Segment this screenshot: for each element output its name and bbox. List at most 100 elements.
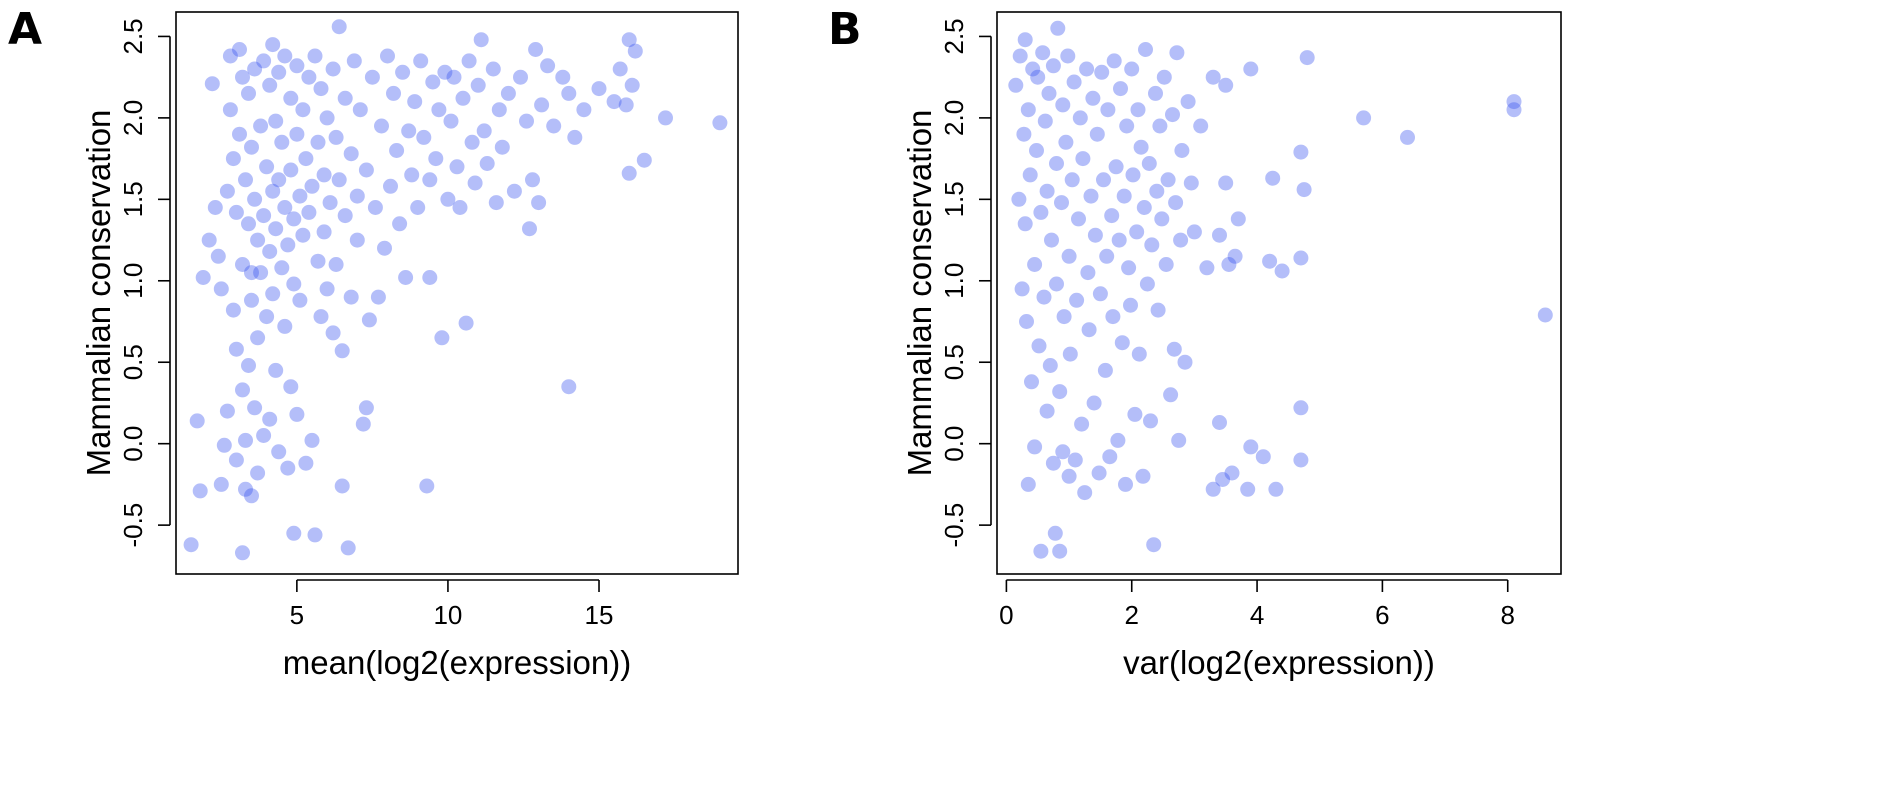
data-point <box>1205 481 1221 497</box>
data-point <box>576 102 592 118</box>
data-point <box>183 537 199 553</box>
data-point <box>247 191 263 207</box>
plot-frame <box>175 11 739 575</box>
data-point <box>1243 61 1259 77</box>
data-point <box>513 69 528 85</box>
data-point <box>473 32 489 48</box>
x-tick-label: 5 <box>290 600 304 630</box>
y-tick-label: 0.0 <box>118 426 148 462</box>
data-point <box>1041 85 1057 101</box>
data-point <box>1097 362 1113 378</box>
data-point <box>274 260 290 276</box>
data-point <box>1105 309 1121 325</box>
data-point <box>358 162 374 178</box>
data-point <box>1064 172 1080 188</box>
data-point <box>1085 90 1101 106</box>
data-point <box>1039 183 1055 199</box>
data-point <box>292 292 308 308</box>
data-point <box>228 452 244 468</box>
data-point <box>1067 452 1083 468</box>
x-tick-label: 15 <box>585 600 614 630</box>
data-point <box>1537 307 1553 323</box>
data-point <box>1037 113 1053 129</box>
data-point <box>1024 374 1039 390</box>
data-point <box>289 126 305 142</box>
data-point <box>225 151 241 167</box>
data-point <box>461 53 477 69</box>
data-point <box>1061 248 1077 264</box>
data-point <box>1033 543 1049 559</box>
panel-label: B <box>828 4 862 55</box>
data-point <box>1086 395 1102 411</box>
data-point <box>241 85 256 101</box>
data-point <box>1058 134 1074 150</box>
data-point <box>271 444 287 460</box>
data-point <box>1131 346 1147 362</box>
data-point <box>295 227 311 243</box>
data-point <box>265 37 281 53</box>
data-point <box>416 129 432 145</box>
data-point <box>422 270 438 285</box>
x-tick-label: 4 <box>1250 600 1264 630</box>
data-point <box>361 312 377 328</box>
data-point <box>1025 61 1041 77</box>
data-point <box>1143 413 1158 429</box>
data-point <box>1016 126 1032 142</box>
data-point <box>1180 94 1196 110</box>
x-axis: 0 2 4 6 8 <box>999 579 1515 630</box>
data-point <box>1049 276 1064 292</box>
data-point <box>1055 444 1071 460</box>
data-point <box>201 232 217 248</box>
data-point <box>298 151 314 167</box>
data-point <box>464 134 480 150</box>
data-point <box>1227 248 1243 264</box>
x-tick-label: 2 <box>1124 600 1138 630</box>
data-point <box>1071 211 1086 227</box>
data-point <box>298 455 314 471</box>
data-point <box>1124 61 1140 77</box>
x-axis-title: mean(log2(expression)) <box>283 644 631 681</box>
data-point <box>259 309 275 325</box>
data-point <box>225 302 241 318</box>
data-point <box>238 432 253 448</box>
data-point <box>241 216 256 232</box>
data-point <box>1158 257 1174 272</box>
data-point <box>428 151 444 167</box>
data-point <box>310 253 326 269</box>
data-point <box>1039 403 1055 419</box>
data-point <box>1205 69 1221 85</box>
data-point <box>1102 449 1118 465</box>
data-point <box>277 48 293 64</box>
data-point <box>1199 260 1215 276</box>
data-point <box>1019 314 1034 329</box>
data-point <box>247 61 263 77</box>
data-point <box>1054 195 1069 211</box>
data-point <box>277 318 293 334</box>
data-point <box>449 159 465 175</box>
data-point <box>1186 224 1202 240</box>
data-point <box>244 139 259 155</box>
data-point <box>1033 204 1049 220</box>
data-point <box>1139 276 1155 292</box>
data-point <box>1022 167 1038 183</box>
data-point <box>313 81 329 97</box>
data-point <box>268 221 284 237</box>
data-point <box>1119 118 1135 134</box>
data-point <box>268 362 284 378</box>
data-point <box>1096 172 1111 188</box>
data-point <box>455 90 471 106</box>
data-point <box>1049 156 1064 171</box>
data-point <box>1081 322 1097 338</box>
data-point <box>304 432 320 448</box>
data-point <box>1215 472 1231 487</box>
data-point <box>244 292 259 308</box>
data-point <box>328 257 344 272</box>
data-point <box>228 204 244 220</box>
data-point <box>286 211 302 227</box>
data-point <box>1163 387 1179 403</box>
data-point <box>627 43 643 59</box>
data-point <box>1075 151 1091 167</box>
data-point <box>1156 69 1172 85</box>
data-point <box>253 118 269 134</box>
